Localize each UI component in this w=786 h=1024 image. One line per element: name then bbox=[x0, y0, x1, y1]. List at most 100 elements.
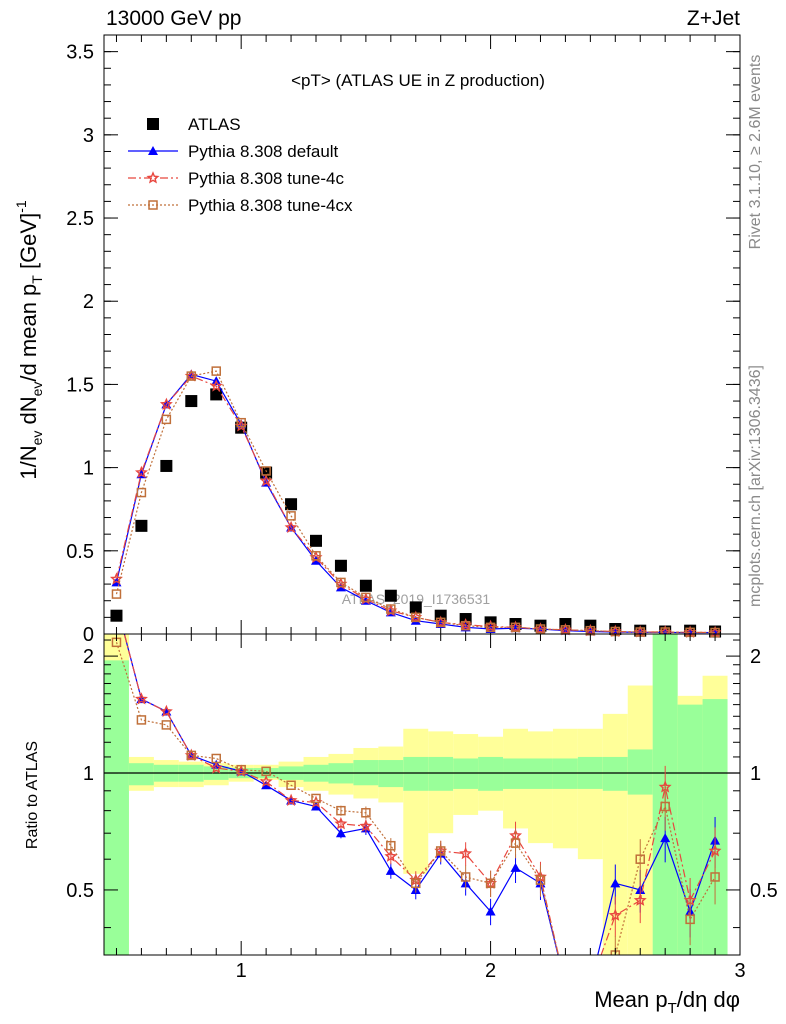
marker-open-square bbox=[411, 878, 421, 889]
marker-open-square bbox=[186, 371, 197, 381]
marker-triangle bbox=[385, 865, 396, 875]
marker-square bbox=[110, 609, 123, 622]
marker-square bbox=[147, 118, 159, 130]
marker-star bbox=[209, 761, 223, 774]
marker-open-square bbox=[161, 720, 172, 730]
marker-open-square bbox=[336, 805, 346, 816]
marker-open-square bbox=[635, 854, 645, 864]
marker-star bbox=[359, 819, 373, 832]
uncertainty-bands bbox=[104, 634, 728, 955]
y-tick-label: 2 bbox=[83, 291, 94, 313]
marker-open-square bbox=[460, 620, 471, 631]
watermark: ATLAS_2019_I1736531 bbox=[342, 591, 491, 607]
ratio-series bbox=[111, 634, 722, 955]
ratio-y-tick-label-right: 1 bbox=[750, 763, 761, 785]
ratio-y-tick-label-right: 2 bbox=[750, 646, 761, 668]
series-line bbox=[115, 370, 716, 634]
y-tick-label: 3.5 bbox=[66, 42, 94, 64]
rivet-label: Rivet 3.1.10, ≥ 2.6M events bbox=[747, 55, 764, 250]
marker-square bbox=[285, 498, 298, 511]
ratio-y-tick-label: 0.5 bbox=[66, 880, 94, 902]
marker-triangle bbox=[148, 146, 158, 155]
marker-open-square bbox=[386, 840, 396, 851]
marker-open-square bbox=[361, 592, 371, 603]
marker-open-square bbox=[148, 200, 158, 210]
x-tick-label: 1 bbox=[236, 960, 247, 982]
marker-open-square bbox=[261, 466, 271, 476]
ratio-y-tick-label: 2 bbox=[83, 646, 94, 668]
marker-star bbox=[633, 893, 647, 906]
legend-label: Pythia 8.308 tune-4c bbox=[188, 169, 344, 188]
marker-star bbox=[459, 846, 473, 860]
x-tick-label: 3 bbox=[734, 960, 745, 982]
bottom-y-label: Ratio to ATLAS bbox=[24, 741, 41, 849]
marker-open-square bbox=[535, 875, 546, 885]
marker-star bbox=[334, 816, 348, 830]
marker-star bbox=[159, 397, 173, 410]
marker-triangle bbox=[261, 780, 272, 790]
marker-star bbox=[284, 520, 298, 534]
stat-uncertainty-band bbox=[403, 756, 429, 791]
legend-label: ATLAS bbox=[188, 115, 241, 134]
legend-label: Pythia 8.308 tune-4cx bbox=[188, 196, 353, 215]
top-panel: 0 0.5 1 1.5 2 2.5 3 3.5 ATLAS_2019_I1736531 <pT… bbox=[66, 34, 741, 646]
stat-uncertainty-band bbox=[453, 758, 479, 789]
marker-open-square bbox=[236, 764, 246, 775]
marker-star bbox=[209, 379, 223, 392]
stat-uncertainty-band bbox=[627, 749, 653, 795]
y-tick-label: 0.5 bbox=[66, 541, 94, 563]
marker-triangle bbox=[485, 906, 496, 916]
marker-triangle bbox=[335, 828, 346, 838]
marker-open-square bbox=[211, 366, 221, 376]
marker-square bbox=[185, 395, 198, 408]
marker-star bbox=[384, 849, 398, 862]
total-uncertainty-band bbox=[403, 728, 429, 874]
marker-open-square bbox=[136, 487, 147, 498]
legend-entry: Pythia 8.308 default bbox=[128, 142, 339, 161]
y-tick-label: 1 bbox=[83, 458, 94, 480]
stat-uncertainty-band bbox=[478, 756, 504, 791]
marker-triangle bbox=[311, 801, 321, 811]
bottom-panel: 0.5 0.5 1 1 2 2 1 2 3 bbox=[66, 633, 778, 982]
marker-square bbox=[135, 519, 148, 532]
marker-star bbox=[134, 692, 148, 705]
marker-star bbox=[284, 793, 298, 806]
y-tick-label: 2.5 bbox=[66, 208, 94, 230]
marker-star bbox=[259, 474, 273, 487]
marker-star bbox=[159, 704, 173, 718]
marker-star bbox=[608, 908, 622, 921]
series-line bbox=[115, 375, 716, 634]
marker-triangle bbox=[660, 833, 671, 843]
marker-square bbox=[210, 388, 223, 401]
marker-star bbox=[708, 844, 722, 857]
ratio-pythia-8-308-tune-4cx bbox=[111, 637, 720, 955]
legend-entry: ATLAS bbox=[147, 115, 241, 134]
top-y-label: 1/Nev dNev/d mean pT [GeV]-1 bbox=[13, 200, 45, 480]
stat-uncertainty-band bbox=[104, 660, 129, 955]
x-tick-label: 2 bbox=[485, 960, 496, 982]
legend: ATLAS Pythia 8.308 default Pythia 8.308 tu… bbox=[128, 115, 353, 215]
marker-open-square bbox=[710, 872, 720, 882]
marker-square bbox=[409, 601, 422, 614]
marker-open-square bbox=[286, 511, 296, 521]
y-tick-label: 0 bbox=[83, 624, 94, 646]
mcplots-label: mcplots.cern.ch [arXiv:1306.3436] bbox=[747, 365, 764, 607]
marker-open-square bbox=[435, 617, 446, 628]
marker-star bbox=[259, 774, 273, 788]
marker-square bbox=[334, 559, 347, 572]
marker-open-square bbox=[660, 801, 670, 812]
marker-open-square bbox=[535, 624, 546, 634]
marker-square bbox=[384, 589, 397, 602]
marker-open-square bbox=[286, 780, 296, 791]
marker-open-square bbox=[311, 793, 321, 804]
marker-square bbox=[310, 534, 322, 547]
marker-open-square bbox=[510, 622, 521, 633]
stat-uncertainty-band bbox=[528, 758, 553, 789]
marker-open-square bbox=[386, 604, 396, 614]
stat-uncertainty-band bbox=[428, 756, 454, 791]
marker-open-square bbox=[336, 577, 346, 588]
marker-open-square bbox=[485, 878, 496, 889]
stat-uncertainty-band bbox=[128, 763, 154, 786]
marker-triangle bbox=[610, 878, 621, 888]
